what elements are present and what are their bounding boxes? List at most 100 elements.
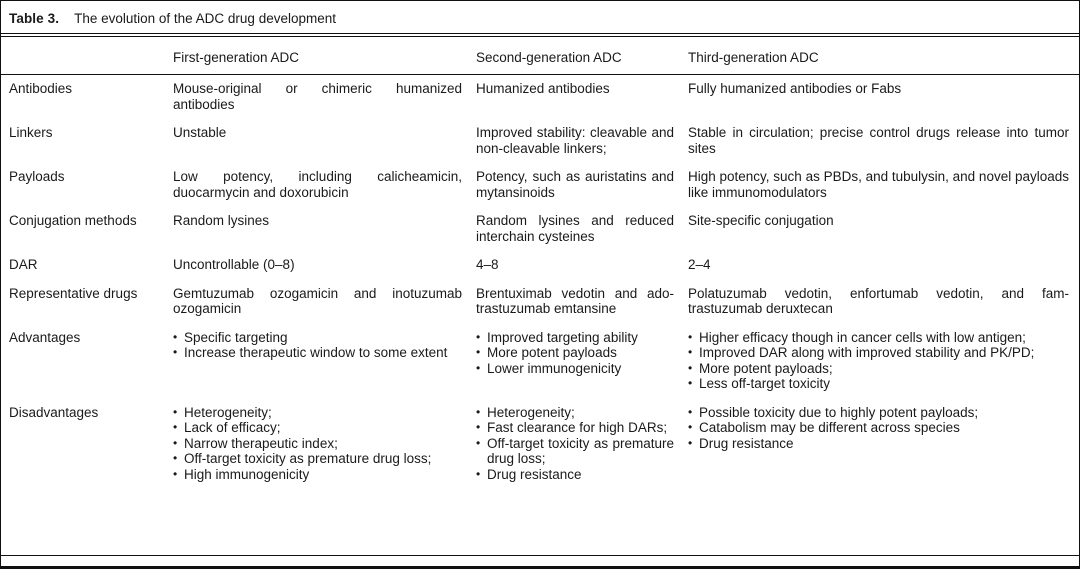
table-row-representative-drugs: Representative drugs Gemtuzumab ozogamic… [1,279,1079,323]
row-label: Disadvantages [9,404,99,420]
table-header-row: First-generation ADC Second-generation A… [1,37,1079,74]
bullet-icon: • [688,345,693,359]
cell-third-gen: High potency, such as PBDs, and tubulysi… [688,169,1069,200]
cell-third-gen: Fully humanized antibodies or Fabs [688,81,902,96]
bullet-icon: • [688,376,693,390]
bullet-icon: • [688,360,693,375]
bullet-icon: • [688,329,693,344]
bullet-icon: • [476,466,481,481]
table-row-conjugation-methods: Conjugation methods Random lysines Rando… [1,207,1079,251]
row-label: Representative drugs [9,285,138,301]
bullet-item: • Improved targeting ability [476,330,674,346]
bullet-icon: • [688,435,693,450]
cell-second-gen: Humanized antibodies [476,81,610,96]
cell-third-gen: • Higher efficacy though in cancer cells … [688,330,1071,392]
bullet-icon: • [476,360,481,375]
cell-first-gen: Gemtuzumab ozogamicin and inotuzumab ozo… [173,285,462,317]
table-row-linkers: Linkers Unstable Improved stability: cle… [1,119,1079,163]
cell-second-gen: 4–8 [476,257,499,272]
bullet-item: • Off-target toxicity as premature drug l… [476,436,674,467]
bullet-icon: • [476,329,481,344]
cell-third-gen: • Possible toxicity due to highly potent … [688,405,1071,483]
bullet-text: Increase therapeutic window to some exte… [184,345,448,360]
bullet-text: Possible toxicity due to highly potent p… [699,404,979,420]
cell-third-gen: Site-specific conjugation [688,213,834,228]
bullet-item: • Heterogeneity; [173,405,462,421]
bullet-text: Specific targeting [184,329,288,345]
bullet-text: Off-target toxicity as premature drug lo… [487,435,674,467]
table-row-disadvantages: Disadvantages • Heterogeneity; • Lack of ef… [1,398,1079,489]
bullet-item: • Off-target toxicity as premature drug l… [173,451,462,467]
bullet-item: • Fast clearance for high DARs; [476,420,674,436]
row-label: Antibodies [9,81,73,96]
cell-first-gen: Unstable [173,125,227,140]
bullet-text: Drug resistance [487,466,582,482]
bullet-text: Fast clearance for high DARs; [487,420,668,435]
column-header-third-gen: Third-generation ADC [688,49,819,65]
row-label: Advantages [9,329,81,345]
bullet-icon: • [173,451,178,465]
bullet-icon: • [476,345,481,359]
bullet-item: • Increase therapeutic window to some ext… [173,345,462,361]
bullet-text: Catabolism may be different across speci… [699,420,960,435]
bullet-icon: • [476,435,481,450]
bullet-item: • Lower immunogenicity [476,361,674,377]
bullet-icon: • [688,404,693,419]
table-row-payloads: Payloads Low potency, including calichea… [1,163,1079,207]
bullet-text: Heterogeneity; [487,404,575,420]
bullet-item: • More potent payloads; [688,361,1069,377]
bullet-icon: • [173,466,178,481]
bullet-icon: • [173,435,178,450]
bullet-item: • High immunogenicity [173,467,462,483]
cell-first-gen: Low potency, including calicheamicin, du… [173,169,462,200]
table-row-antibodies: Antibodies Mouse-original or chimeric hu… [1,75,1079,119]
bullet-icon: • [173,420,178,434]
bullet-text: Drug resistance [699,435,794,451]
bullet-item: • Possible toxicity due to highly potent … [688,405,1069,421]
bullet-item: • Lack of efficacy; [173,420,462,436]
cell-second-gen: Improved stability: cleavable and non-cl… [476,125,674,156]
table-row-advantages: Advantages • Specific targeting • Increase … [1,323,1079,398]
bullet-text: Heterogeneity; [184,404,272,420]
bullet-item: • More potent payloads [476,345,674,361]
bullet-item: • Specific targeting [173,330,462,346]
cell-first-gen: • Heterogeneity; • Lack of efficacy; • Narrow… [173,405,476,483]
table-row-dar: DAR Uncontrollable (0–8) 4–8 2–4 [1,251,1079,280]
bullet-item: • Drug resistance [688,436,1069,452]
table-title-text: The evolution of the ADC drug developmen… [74,11,336,26]
row-label: Conjugation methods [9,213,137,228]
table-title: Table 3. The evolution of the ADC drug de… [1,1,1079,33]
cell-second-gen: Potency, such as auristatins and mytansi… [476,169,674,200]
bullet-item: • Improved DAR along with improved stabil… [688,345,1069,361]
cell-third-gen: 2–4 [688,257,711,272]
bullet-text: Narrow therapeutic index; [184,435,338,451]
cell-first-gen: • Specific targeting • Increase therapeutic… [173,330,476,392]
bullet-icon: • [476,420,481,434]
bullet-icon: • [173,329,178,344]
title-divider-rule [1,33,1079,37]
cell-third-gen: Polatuzumab vedotin, enfortumab vedotin,… [688,285,1069,317]
row-label: Linkers [9,125,53,140]
bullet-icon: • [173,404,178,419]
bullet-icon: • [688,420,693,434]
cell-first-gen: Mouse-original or chimeric humanized ant… [173,81,462,112]
bullet-text: Less off-target toxicity [699,376,831,391]
cell-second-gen: Brentuximab vedotin and ado-trastuzumab … [476,285,674,317]
bullet-item: • Heterogeneity; [476,405,674,421]
cell-first-gen: Random lysines [173,213,270,228]
bullet-icon: • [173,345,178,359]
bullet-text: High immunogenicity [184,466,310,482]
bullet-item: • Less off-target toxicity [688,376,1069,392]
bullet-text: Lower immunogenicity [487,360,622,376]
row-label: Payloads [9,169,65,184]
table-number-label: Table 3. [9,11,60,26]
cell-second-gen: • Improved targeting ability • More potent … [476,330,688,392]
header-empty-cell [9,50,173,65]
table-bottom-rule [1,555,1079,556]
bullet-item: • Catabolism may be different across spec… [688,420,1069,436]
cell-second-gen: • Heterogeneity; • Fast clearance for high … [476,405,688,483]
column-header-first-gen: First-generation ADC [173,49,300,65]
bullet-item: • Narrow therapeutic index; [173,436,462,452]
